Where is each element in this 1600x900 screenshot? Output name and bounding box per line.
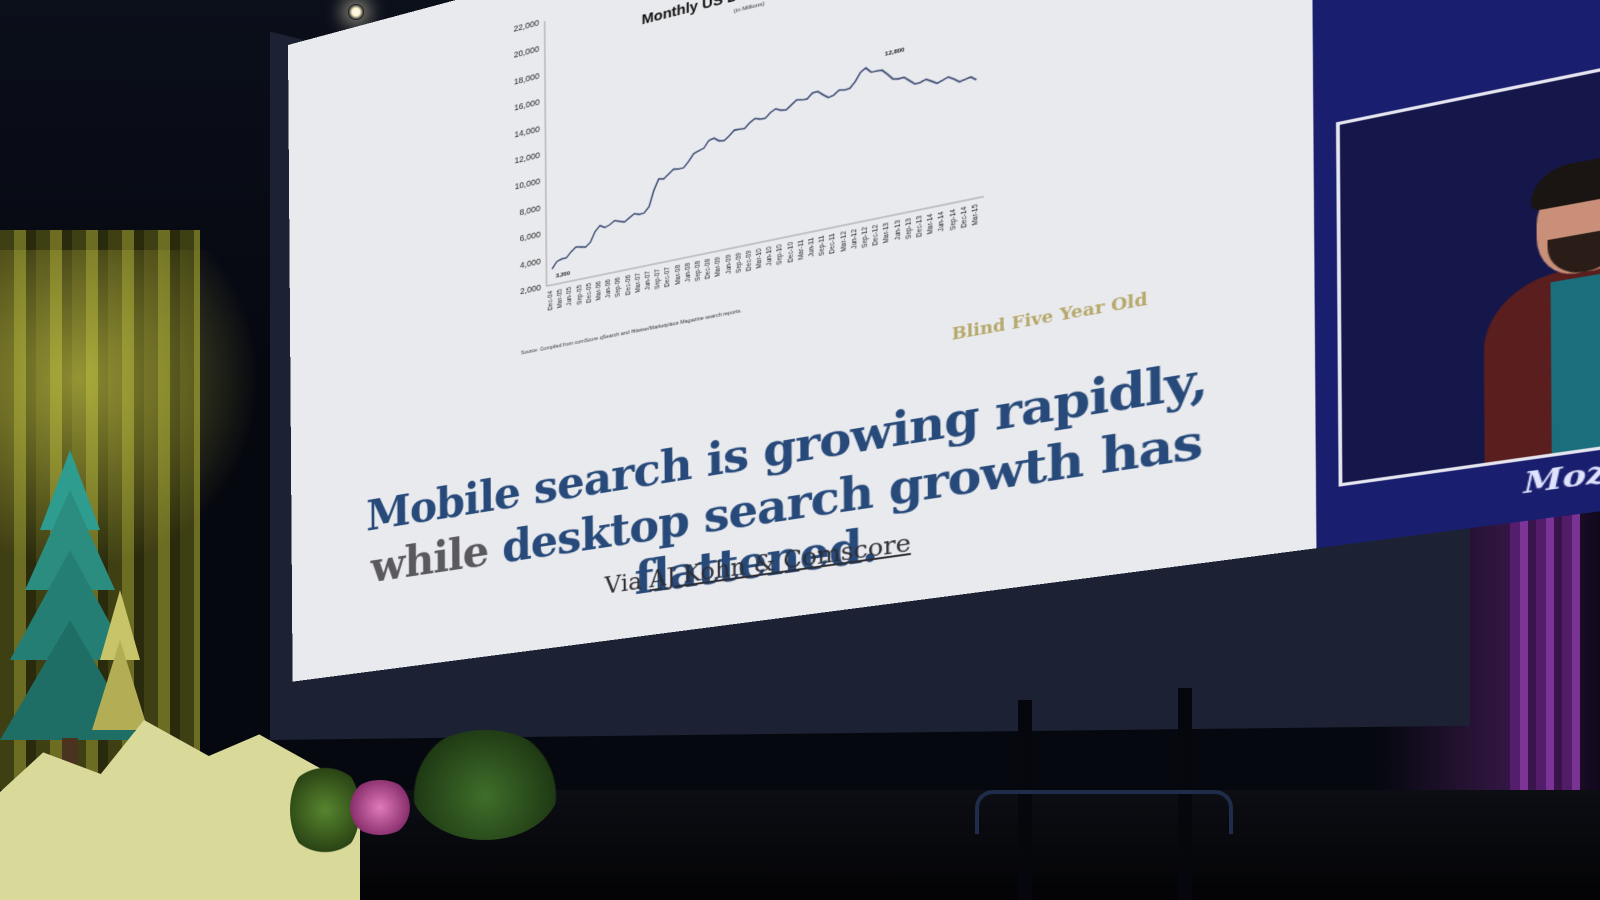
x-tick-label: Dec-11 — [830, 233, 838, 255]
credit-prefix: Via — [604, 568, 642, 600]
stream-side-panel: MozCon — [1311, 0, 1600, 548]
y-tick-label: 12,000 — [515, 150, 541, 166]
y-axis-ticks: 2,000 4,000 6,000 8,000 10,000 12,000 14,000 16… — [514, 18, 541, 298]
x-tick-label: Jun-05 — [567, 286, 574, 306]
x-tick-label: Mar-15 — [972, 204, 980, 226]
x-tick-label: Jun-06 — [606, 278, 613, 298]
x-tick-label: Jun-10 — [767, 245, 774, 266]
x-tick-label: Sep-08 — [695, 260, 702, 282]
chart-source-note: Source: Compiled from comScore qSearch a… — [521, 308, 742, 356]
x-tick-label: Dec-09 — [746, 250, 753, 272]
x-tick-label: Mar-14 — [927, 213, 935, 235]
x-tick-label: Sep-06 — [615, 276, 622, 297]
x-tick-label: Mar-07 — [635, 272, 642, 293]
x-tick-label: Jun-08 — [685, 262, 692, 282]
data-label: 3,200 — [556, 270, 570, 280]
x-tick-label: Sep-09 — [736, 252, 743, 274]
x-tick-label: Sep-07 — [655, 268, 662, 289]
x-tick-label: Dec-12 — [873, 224, 881, 246]
x-tick-label: Jun-11 — [809, 237, 816, 257]
y-tick-label: 16,000 — [514, 97, 540, 113]
x-tick-label: Dec-10 — [788, 241, 795, 263]
x-tick-label: Jun-07 — [645, 270, 652, 290]
y-tick-label: 4,000 — [520, 256, 541, 270]
x-tick-label: Dec-06 — [625, 274, 632, 295]
y-tick-label: 6,000 — [520, 229, 541, 243]
x-axis-ticks: Dec-04 Mar-05 Jun-05 Sep-05 Dec-05 Mar-06 Jun-… — [548, 204, 980, 311]
x-tick-label: Dec-05 — [586, 282, 593, 303]
y-tick-label: 2,000 — [520, 282, 541, 296]
x-tick-label: Sep-10 — [777, 243, 784, 265]
y-tick-label: 20,000 — [514, 44, 540, 60]
x-tick-label: Sep-12 — [862, 226, 870, 248]
x-tick-label: Mar-12 — [840, 230, 848, 252]
y-tick-label: 10,000 — [515, 176, 541, 192]
x-tick-label: Mar-10 — [756, 248, 763, 269]
y-tick-label: 8,000 — [519, 203, 540, 217]
stage-rail — [975, 790, 1233, 834]
x-tick-label: Dec-08 — [705, 258, 712, 280]
x-tick-label: Mar-09 — [715, 256, 722, 277]
data-label: 12,800 — [885, 46, 905, 58]
x-tick-label: Dec-14 — [961, 206, 969, 229]
x-tick-label: Sep-05 — [577, 284, 584, 305]
x-tick-label: Jun-14 — [939, 210, 947, 232]
y-axis-line — [545, 21, 547, 286]
x-tick-label: Mar-08 — [675, 264, 682, 285]
x-tick-label: Jun-09 — [725, 254, 732, 275]
x-tick-label: Dec-07 — [665, 266, 672, 287]
x-tick-label: Mar-05 — [557, 288, 564, 309]
x-tick-label: Dec-13 — [916, 215, 924, 237]
stage-spotlight — [348, 4, 364, 20]
x-tick-label: Sep-11 — [819, 235, 826, 257]
x-tick-label: Dec-04 — [548, 290, 555, 311]
y-tick-label: 18,000 — [514, 71, 540, 87]
x-tick-label: Jun-12 — [851, 228, 859, 249]
y-tick-label: 22,000 — [514, 18, 540, 34]
x-tick-label: Sep-13 — [905, 217, 913, 239]
x-tick-label: Mar-11 — [798, 239, 805, 260]
x-tick-label: Mar-13 — [884, 222, 892, 244]
x-tick-label: Sep-14 — [950, 208, 958, 231]
speaker-video-inset — [1336, 53, 1600, 487]
speaker-shirt — [1551, 271, 1600, 454]
flower-plant — [345, 780, 415, 835]
potted-plant — [410, 730, 560, 840]
series-line — [551, 42, 977, 269]
x-tick-label: Mar-06 — [596, 280, 603, 301]
x-axis-line — [547, 197, 984, 286]
y-tick-label: 14,000 — [514, 124, 540, 140]
x-tick-label: Jun-13 — [895, 219, 903, 240]
